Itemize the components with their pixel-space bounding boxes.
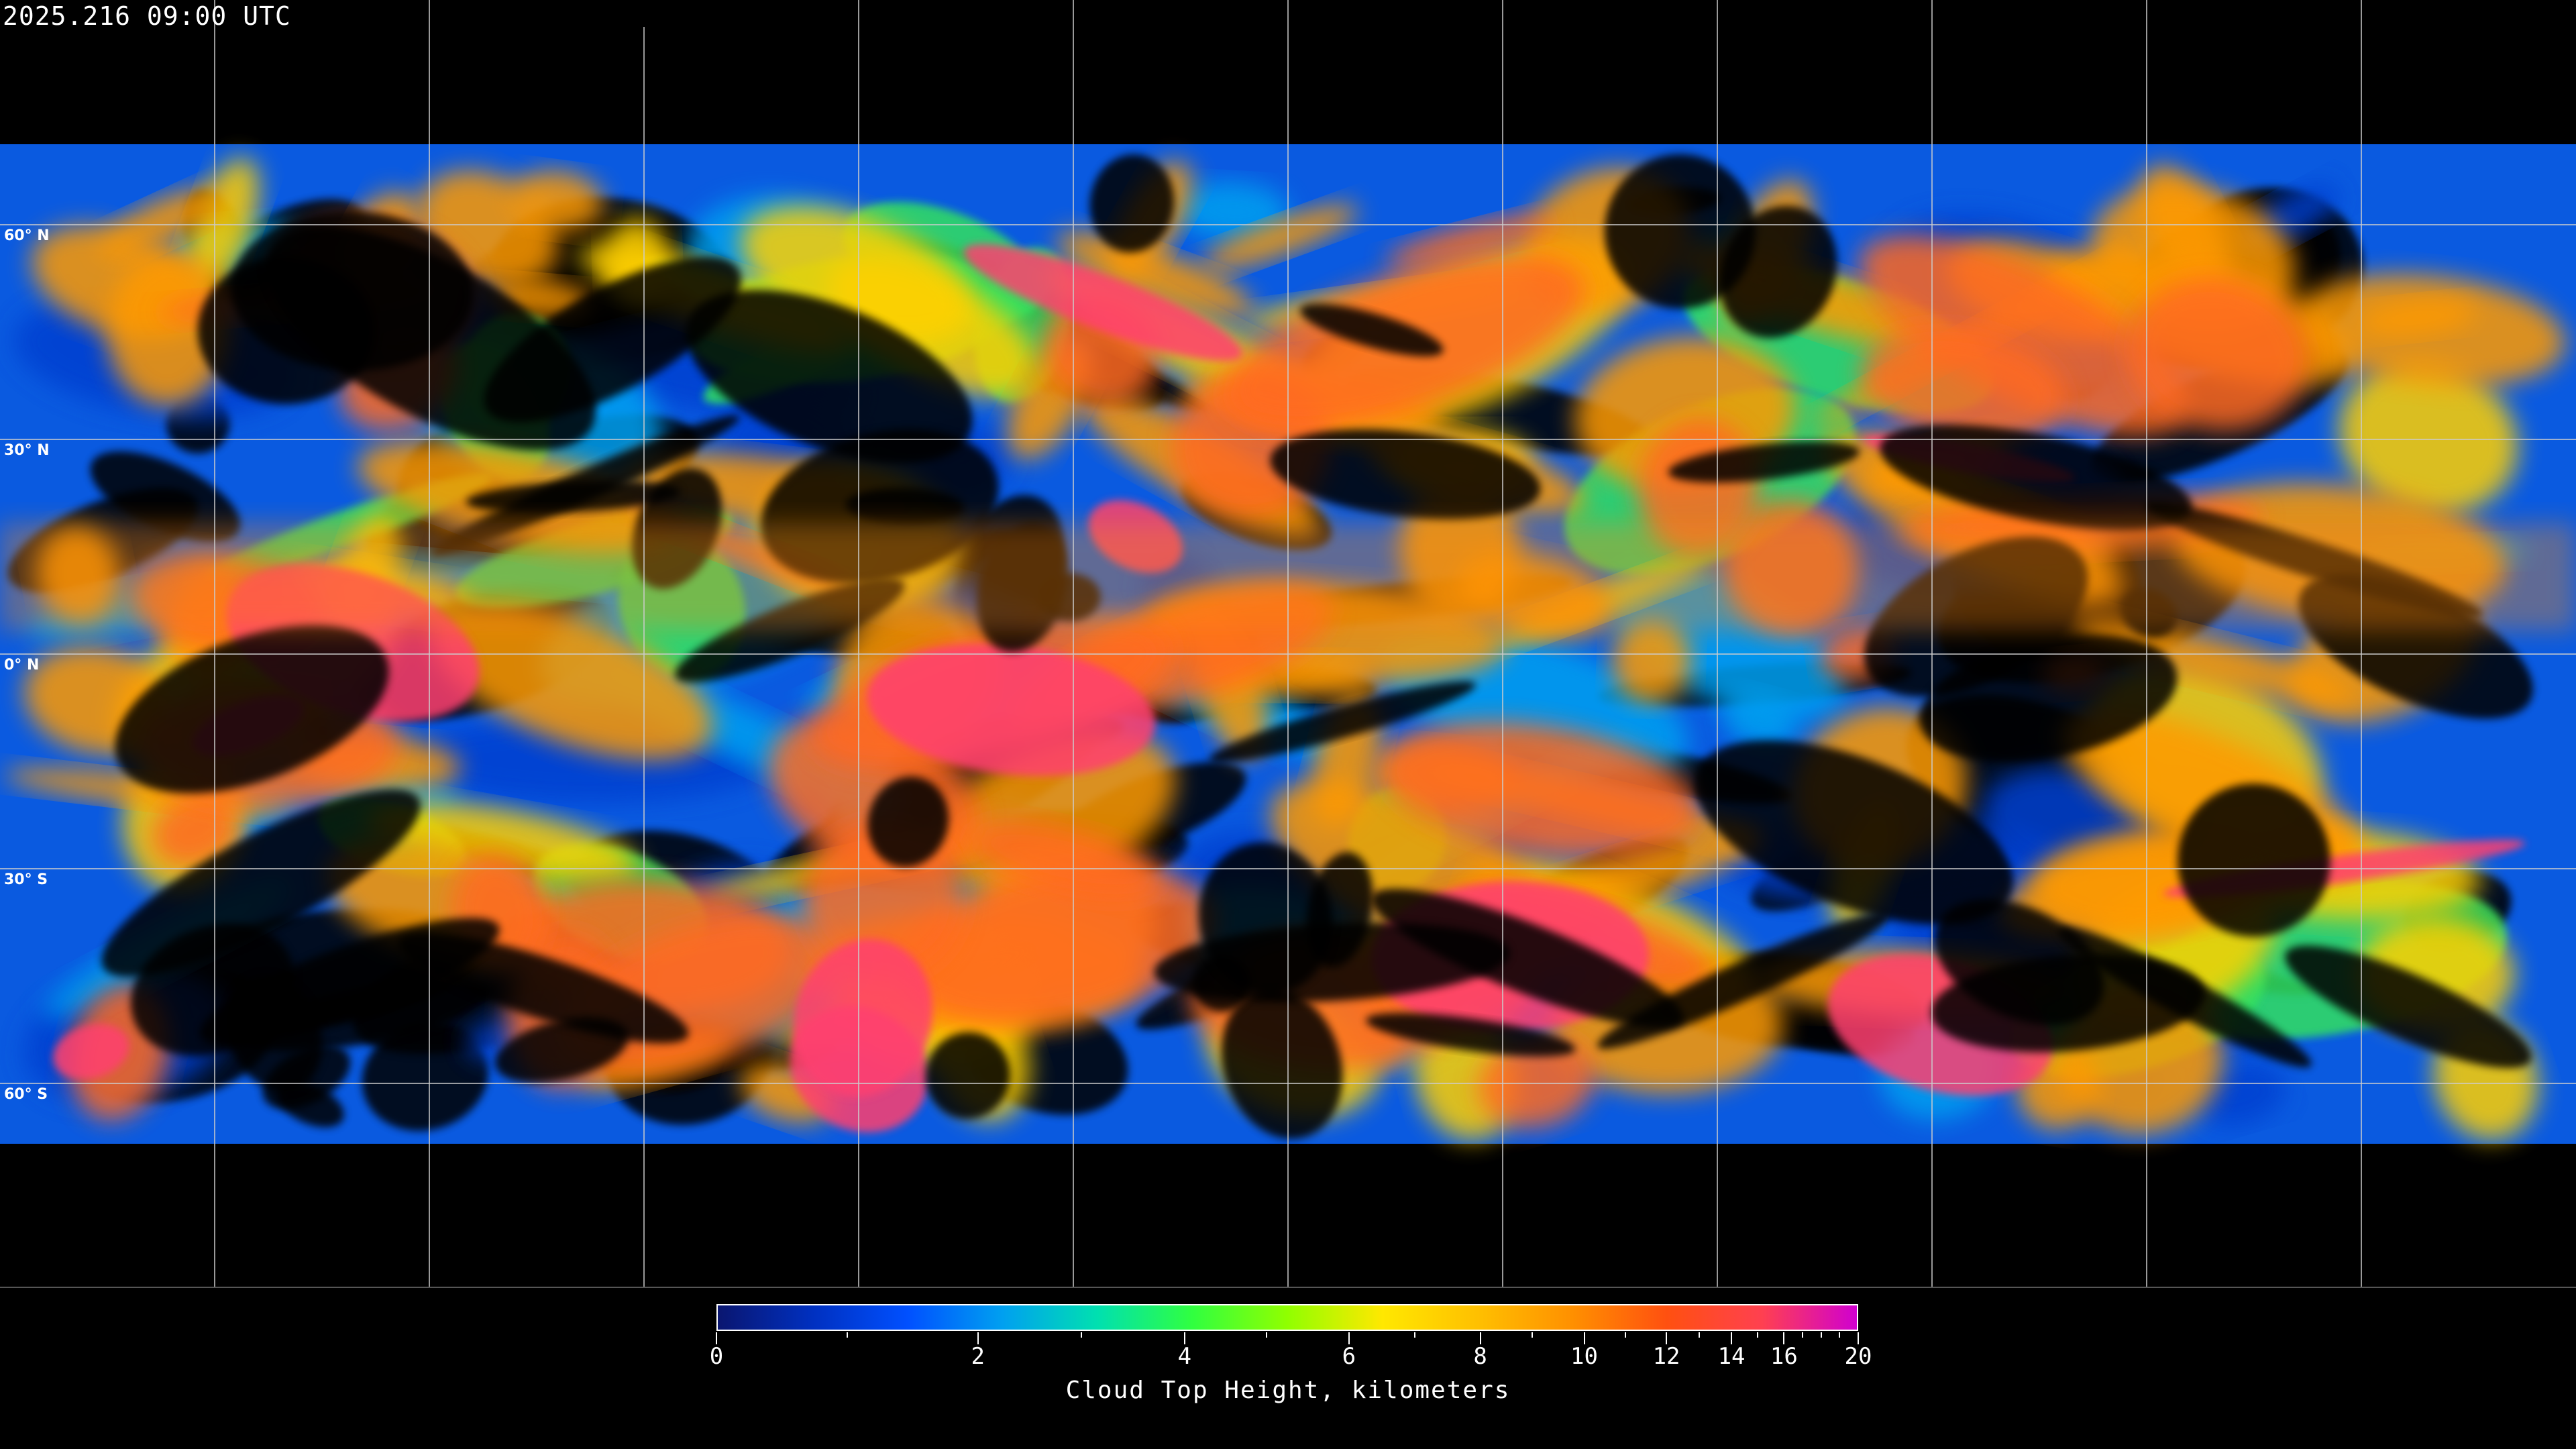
colorbar-minor-tick <box>1698 1332 1700 1338</box>
cloud-region <box>867 776 949 867</box>
cloud-region <box>963 244 1242 362</box>
satellite-imagery <box>0 0 2576 1287</box>
cloud-region <box>867 643 1155 776</box>
cloud-region <box>2295 274 2565 387</box>
cloud-region <box>1604 154 1756 309</box>
timestamp: 2025.216 09:00 UTC <box>3 1 291 31</box>
cloud-region <box>1382 722 1699 858</box>
colorbar-minor-tick <box>846 1332 848 1338</box>
cloud-region <box>115 625 389 794</box>
colorbar-tick-label: 0 <box>709 1343 724 1370</box>
latitude-label: 60° N <box>4 227 50 244</box>
colorbar-tick-label: 4 <box>1177 1343 1192 1370</box>
colorbar-minor-tick <box>1802 1332 1804 1338</box>
cloud-region <box>90 451 241 543</box>
cloud-region <box>2339 361 2518 515</box>
cloud-region <box>1175 182 1289 241</box>
cloud-region <box>1056 231 1254 317</box>
colorbar-major-tick <box>1479 1332 1481 1344</box>
colorbar-tick-label: 8 <box>1473 1343 1487 1370</box>
colorbar-major-tick <box>716 1332 717 1344</box>
colorbar-minor-tick <box>1757 1332 1759 1338</box>
cloud-region <box>1668 441 1860 483</box>
colorbar-major-tick <box>1583 1332 1585 1344</box>
cloud-region <box>686 290 973 464</box>
latitude-label: 30° N <box>4 442 50 459</box>
cloud-region <box>101 789 421 977</box>
colorbar-major-tick <box>1183 1332 1185 1344</box>
cloud-region <box>969 820 1161 898</box>
cloud-region <box>53 1024 129 1079</box>
colorbar-minor-tick <box>1532 1332 1534 1338</box>
cloud-region <box>276 1081 344 1128</box>
cloud-region <box>900 864 1216 1024</box>
cloud-region <box>1089 154 1175 253</box>
cloud-region <box>1931 954 2205 1053</box>
cloud-region <box>366 802 638 882</box>
cloud-region <box>1861 327 2066 445</box>
cloud-region <box>1270 429 1541 520</box>
colorbar-major-tick <box>977 1332 979 1344</box>
latitude-label: 60° S <box>4 1086 48 1103</box>
colorbar-tick-label: 12 <box>1652 1343 1680 1370</box>
cloud-region <box>1880 425 2192 531</box>
colorbar-tick-label: 10 <box>1570 1343 1598 1370</box>
cloud-region <box>1371 888 1684 1028</box>
colorbar-minor-tick <box>1839 1332 1841 1338</box>
cloud-region <box>429 601 713 760</box>
colorbar-tick-label: 14 <box>1717 1343 1746 1370</box>
cloud-region <box>226 975 323 1092</box>
cloud-region <box>184 158 260 294</box>
cloud-region <box>2177 784 2330 937</box>
colorbar-minor-tick <box>1266 1332 1268 1338</box>
cloud-region <box>1201 205 1358 270</box>
cloud-region <box>1299 303 1444 357</box>
cloud-region <box>2285 945 2532 1069</box>
cloud-region <box>2127 278 2308 431</box>
colorbar-major-tick <box>1783 1332 1785 1344</box>
cloud-region <box>1479 1034 1595 1128</box>
cloud-region <box>1719 205 1837 338</box>
colorbar-major-tick <box>1858 1332 1859 1344</box>
colorbar-ticks: 0 2 4 6 8 10 12 14 16 20 <box>710 1332 1872 1373</box>
colorbar-tick-label: 6 <box>1342 1343 1356 1370</box>
colorbar-major-tick <box>1731 1332 1733 1344</box>
colorbar <box>716 1304 1858 1331</box>
cloud-region <box>511 170 604 231</box>
colorbar-major-tick <box>1666 1332 1668 1344</box>
colorbar-minor-tick <box>1624 1332 1626 1338</box>
colorbar-tick-label: 16 <box>1770 1343 1798 1370</box>
colorbar-minor-tick <box>1820 1332 1822 1338</box>
cloud-region <box>1386 215 1554 268</box>
cloud-region <box>2196 1064 2286 1126</box>
latitude-label: 30° S <box>4 871 48 888</box>
cloud-region <box>2075 620 2355 704</box>
cloud-region <box>1919 634 2178 762</box>
cloud-region <box>265 226 596 451</box>
cloud-region <box>466 480 681 513</box>
cloud-region <box>925 1032 1010 1120</box>
cloud-top-height-map <box>0 0 2576 1288</box>
cloud-region <box>1612 619 1691 702</box>
cloud-region <box>1597 913 1888 1049</box>
cloud-region <box>1198 842 1333 995</box>
colorbar-title: Cloud Top Height, kilometers <box>1065 1377 1511 1404</box>
latitude-label: 0° N <box>4 657 40 674</box>
cloud-region <box>1695 740 2013 925</box>
cloud-region <box>1209 681 1476 763</box>
cloud-region <box>1221 989 1343 1139</box>
cloud-region <box>1366 1012 1576 1057</box>
cloud-region <box>1859 235 2189 436</box>
colorbar-minor-tick <box>1080 1332 1082 1338</box>
colorbar-minor-tick <box>1413 1332 1415 1338</box>
cloud-region <box>793 938 933 1097</box>
colorbar-tick-label: 20 <box>1844 1343 1872 1370</box>
colorbar-tick-label: 2 <box>971 1343 985 1370</box>
cloud-region <box>107 250 231 406</box>
cloud-region <box>152 793 240 867</box>
colorbar-major-tick <box>1348 1332 1350 1344</box>
